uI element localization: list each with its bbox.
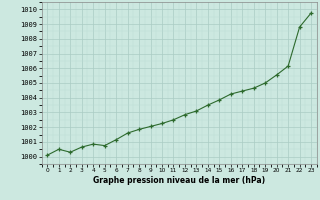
X-axis label: Graphe pression niveau de la mer (hPa): Graphe pression niveau de la mer (hPa) [93, 176, 265, 185]
